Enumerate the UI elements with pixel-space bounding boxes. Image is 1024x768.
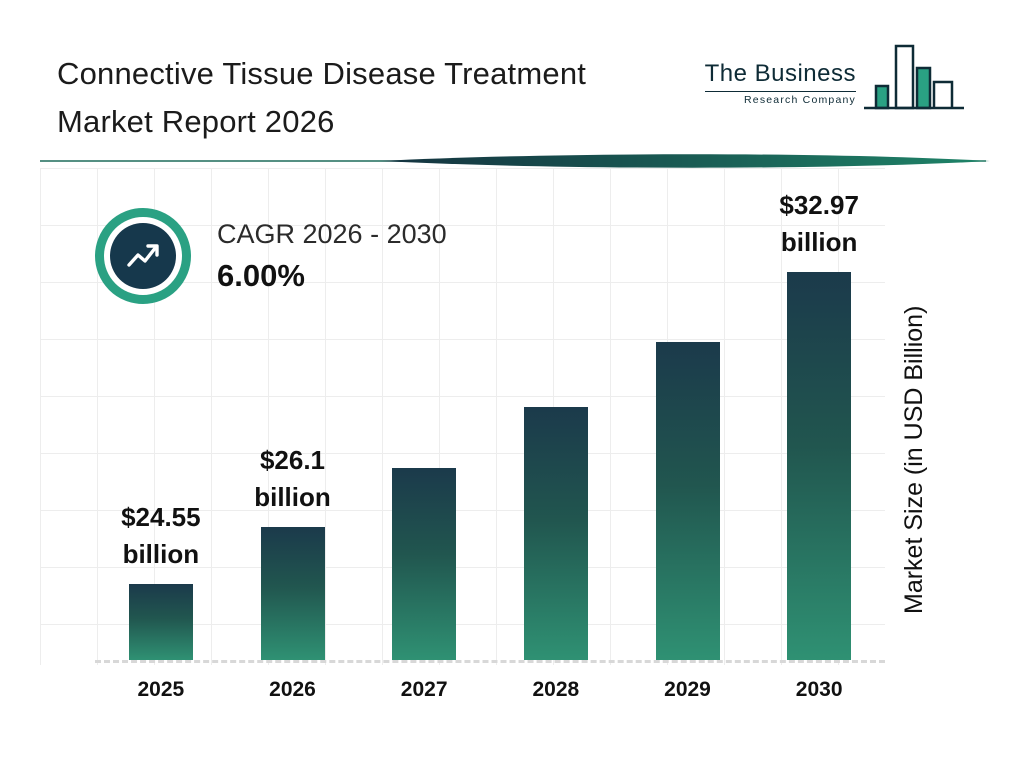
- report-title-line1: Connective Tissue Disease Treatment: [57, 56, 587, 91]
- bar-value-amount: $24.55: [121, 501, 201, 532]
- company-logo-text: The Business Research Company: [704, 60, 856, 120]
- bar-value-amount: $26.1: [259, 444, 326, 475]
- bar-value-unit: billion: [780, 227, 858, 258]
- bar-2025: [128, 584, 193, 660]
- report-title: Connective Tissue Disease Treatment Mark…: [57, 50, 586, 146]
- bar-2027: [392, 468, 457, 660]
- report-title-line2: Market Report 2026: [57, 104, 335, 140]
- cagr-value: 6.00%: [217, 257, 305, 293]
- cagr-badge: CAGR 2026 - 2030 6.00%: [95, 208, 447, 304]
- bar-chart-logo-icon: [864, 44, 964, 110]
- x-axis-label-2030: 2030: [795, 678, 843, 701]
- company-subname: Research Company: [744, 94, 856, 106]
- bar-value-label-2025: $24.55 billion: [71, 499, 251, 574]
- x-axis-label-2025: 2025: [137, 678, 185, 701]
- bar-value-label-2030: $32.97 billion: [729, 187, 909, 262]
- bar-2026: [260, 527, 325, 660]
- cagr-icon-ring: [95, 208, 191, 304]
- x-axis-label-2029: 2029: [664, 678, 711, 701]
- bar-chart-plot: $24.55 billion 2025 $26.1 billion 2026 2027 202…: [95, 178, 885, 701]
- bar-value-unit: billion: [122, 539, 200, 570]
- bar-2028: [523, 407, 588, 660]
- bar-value-unit: billion: [254, 482, 331, 513]
- company-name: The Business: [704, 60, 856, 87]
- x-axis-label-2028: 2028: [532, 678, 580, 701]
- cagr-text-block: CAGR 2026 - 2030 6.00%: [217, 219, 447, 294]
- x-axis-label-2027: 2027: [400, 678, 448, 701]
- bar-2029: [655, 342, 720, 660]
- x-axis-label-2026: 2026: [269, 678, 316, 701]
- bar-2030: [787, 272, 852, 660]
- company-logo: The Business Research Company: [704, 42, 966, 120]
- trending-up-icon: [110, 223, 176, 289]
- bar-value-label-2026: $26.1 billion: [203, 442, 383, 517]
- logo-divider-rule: [704, 91, 856, 92]
- cagr-period-label: CAGR 2026 - 2030: [217, 218, 447, 249]
- y-axis-label: Market Size (in USD Billion): [900, 305, 928, 615]
- header-divider-swoosh: [40, 154, 990, 168]
- bar-value-amount: $32.97: [779, 189, 859, 220]
